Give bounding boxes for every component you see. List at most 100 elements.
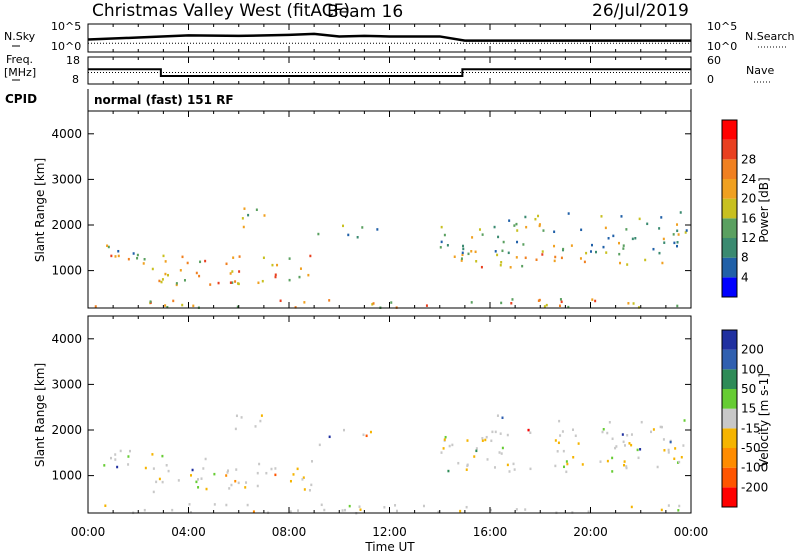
velocity-cell [606,459,609,463]
power-cell [567,212,570,215]
velocity-cell [465,468,468,471]
power-cell [298,275,301,279]
power-cell [470,301,473,304]
velocity-cell [566,462,569,466]
power-cell [164,260,167,263]
velocity-cell [171,508,174,512]
power-cell [634,236,637,240]
velocity-cell [625,465,628,468]
velocity-cell [237,481,240,485]
power-cell [605,251,608,254]
freq-left-tick-low: 8 [72,73,79,86]
velocity-cell [165,464,168,467]
velocity-cell [289,479,292,483]
power-cell [151,267,154,271]
velocity-colorbar-swatch [722,369,737,389]
velocity-colorbar-tick-label: 200 [741,343,764,357]
velocity-colorbar-swatch [722,389,737,409]
velocity-cell [557,441,560,445]
power-cell [524,256,527,260]
power-cell [626,263,629,266]
velocity-colorbar-tick-label: -50 [741,441,761,455]
power-colorbar-swatch [722,120,737,140]
velocity-cell [116,465,119,469]
power-cell [553,244,556,248]
power-cell [499,263,502,267]
velocity-cell [177,479,180,482]
velocity-cell [127,463,130,466]
velocity-cell [244,486,247,489]
power-cell [600,215,603,218]
power-cell [590,243,593,247]
noise-panel: 10^5 10^0 10^5 10^0 [51,20,737,53]
power-cell [500,261,503,264]
x-tick-label: 20:00 [573,525,608,539]
velocity-cell [615,445,618,448]
power-cell [467,252,470,256]
velocity-cell [556,450,559,453]
power-cell [161,278,164,281]
power-cell [162,254,165,258]
power-cell [560,300,563,304]
velocity-cell [581,463,584,466]
power-cell [493,225,496,229]
velocity-cell [114,453,117,456]
velocity-cell [660,508,663,512]
velocity-cell [623,460,626,463]
velocity-colorbar-tick-label: 50 [741,382,756,396]
velocity-cell [190,474,193,477]
power-cell [559,298,562,301]
power-cell [114,255,117,258]
power-cell [143,258,146,261]
velocity-cell [630,505,633,509]
velocity-cell [205,487,208,491]
velocity-cell [623,444,626,447]
velocity-cell [475,449,478,453]
power-cell [508,219,511,222]
velocity-cell [475,447,478,450]
velocity-cell [678,504,681,508]
power-cell [583,260,586,264]
power-cell [247,213,250,217]
power-cell [307,273,310,277]
velocity-cell [667,451,670,454]
x-tick-label: 00:00 [674,525,709,539]
velocity-cell [682,444,685,447]
velocity-cell [459,509,462,513]
power-cell [136,253,139,257]
velocity-cell [114,458,117,461]
velocity-cell [151,453,154,456]
velocity-cell [213,472,216,476]
power-cell [538,223,541,226]
power-cell [607,237,610,240]
velocity-cell [561,430,564,433]
velocity-colorbar-tick-label: 100 [741,362,764,376]
y-tick-label: 2000 [51,423,82,437]
y-tick-label: 4000 [51,127,82,141]
velocity-cell [260,414,263,417]
velocity-colorbar-tick-label: -100 [741,461,768,475]
velocity-cell [636,448,639,452]
power-cell [236,305,239,309]
power-cell [618,252,621,256]
power-colorbar-swatch [722,218,737,238]
velocity-cell [195,480,198,484]
nsky-line [87,32,691,42]
power-colorbar-tick-label: 12 [741,231,756,245]
velocity-cell [527,428,530,432]
velocity-colorbar-swatch [722,330,737,350]
velocity-cell [608,421,611,424]
power-cell [172,299,175,303]
velocity-cell [491,430,494,434]
velocity-cell [444,435,447,439]
power-cell [136,256,139,260]
velocity-colorbar-tick-label: -15 [741,421,761,435]
velocity-cell [506,463,509,467]
velocity-cell [662,438,665,441]
power-cell [453,255,456,259]
power-cell [255,208,258,212]
power-cell [238,270,241,273]
x-tick-label: 04:00 [171,525,206,539]
power-cell [446,244,449,247]
velocity-cell [485,435,488,439]
